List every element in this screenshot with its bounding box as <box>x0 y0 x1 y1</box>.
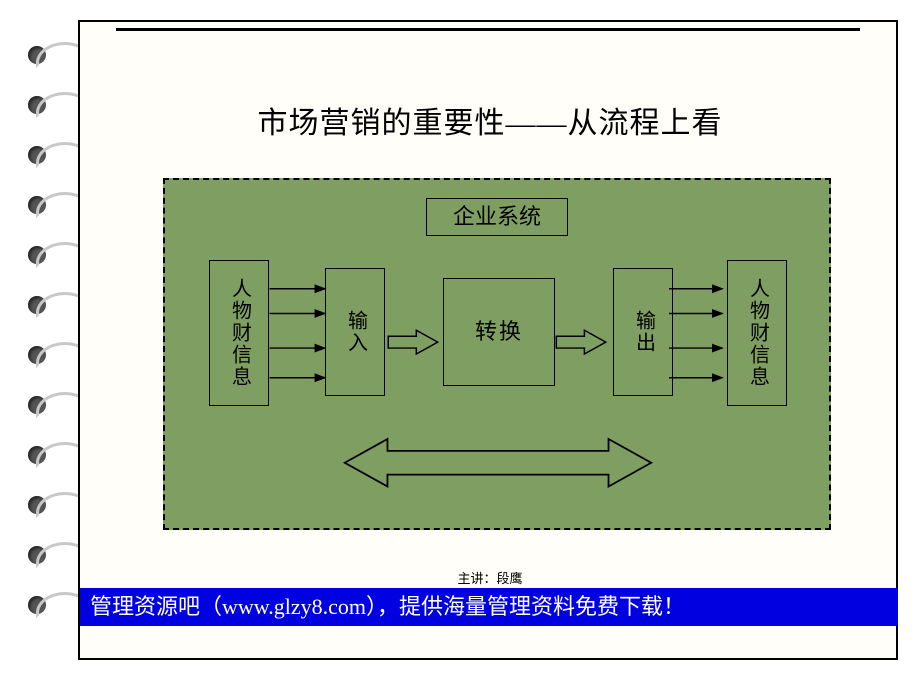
author-line: 主讲：段鹰 <box>80 568 900 587</box>
flow-node-label: 转换 <box>475 319 523 344</box>
flow-diagram: 企业系统 人物财信息输入转换输出人物财信息 <box>163 178 831 530</box>
flow-node-label: 人物财信息 <box>228 278 251 388</box>
flow-node-in: 输入 <box>325 268 385 396</box>
footer-url[interactable]: www.glzy8.com <box>222 594 366 619</box>
footer-prefix: 管理资源吧（ <box>90 594 222 619</box>
slide-title: 市场营销的重要性——从流程上看 <box>80 98 900 142</box>
footer-bar: 管理资源吧（www.glzy8.com），提供海量管理资料免费下载！ <box>80 588 898 626</box>
top-rule <box>116 28 860 31</box>
stage: 市场营销的重要性——从流程上看 企业系统 人物财信息输入转换输出人物财信息 主讲… <box>0 0 920 690</box>
flow-node-conv: 转换 <box>443 278 555 386</box>
flow-node-label: 输入 <box>344 310 367 354</box>
footer-suffix: ），提供海量管理资料免费下载！ <box>366 594 685 619</box>
flow-node-label: 输出 <box>632 310 655 354</box>
flow-node-dst: 人物财信息 <box>727 260 787 406</box>
block-arrow <box>556 330 605 354</box>
flow-node-label: 人物财信息 <box>746 278 769 388</box>
flow-node-out: 输出 <box>613 268 673 396</box>
block-arrow <box>388 330 437 354</box>
double-arrow <box>345 439 651 486</box>
flow-node-src: 人物财信息 <box>209 260 269 406</box>
